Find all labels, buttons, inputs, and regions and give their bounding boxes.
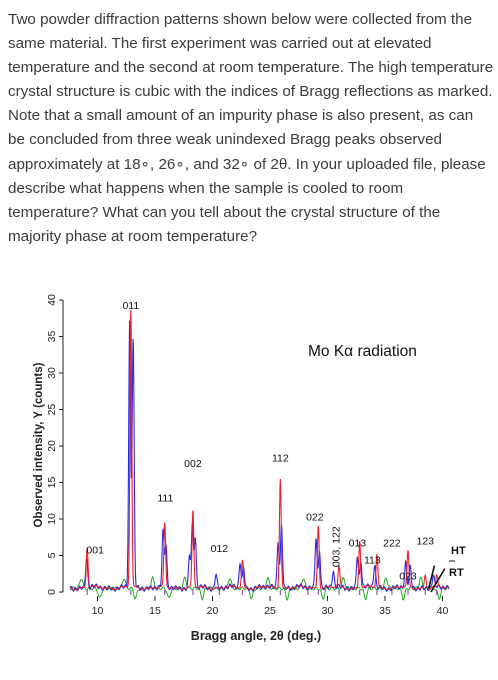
reflection-label: 011 — [122, 300, 139, 312]
y-tick-label: 25 — [46, 404, 58, 416]
x-tick-label: 25 — [264, 605, 276, 617]
reflection-label: 003, 122 — [331, 526, 343, 567]
reflection-label: 112 — [272, 452, 289, 464]
x-tick-label: 15 — [149, 605, 161, 617]
question-paragraph-1: Two powder diffraction patterns shown be… — [8, 11, 494, 149]
legend-arrow — [430, 568, 446, 593]
reflection-label: 013 — [349, 538, 367, 550]
y-tick-label: 35 — [46, 331, 58, 343]
rt-pattern-line — [69, 320, 450, 592]
y-axis-label: Observed intensity, Y (counts) — [33, 362, 45, 527]
y-tick-label: 20 — [46, 440, 58, 452]
question-paragraph-2: approximately at 18∘, 26∘, and 32∘ of 2θ… — [8, 155, 486, 245]
y-tick-label: 40 — [46, 294, 58, 306]
reflection-label: 001 — [86, 544, 104, 556]
reflection-label: 023 — [399, 571, 417, 583]
y-tick-label: 10 — [46, 513, 58, 525]
y-tick-label: 5 — [46, 552, 58, 558]
x-tick-label: 20 — [207, 605, 219, 617]
x-tick-label: 30 — [322, 605, 334, 617]
reflection-label: 222 — [383, 538, 401, 550]
radiation-annotation: Mo Kα radiation — [308, 343, 417, 360]
diffraction-chart: 0 5 10 15 20 25 30 35 40 10 15 20 25 30 35 40 001 011 11… — [33, 294, 466, 643]
difference-line — [69, 575, 450, 601]
legend-arrow — [427, 565, 436, 589]
ht-pattern-line — [69, 309, 450, 591]
reflection-label: 002 — [184, 458, 202, 470]
y-tick-label: 15 — [46, 477, 58, 489]
reflection-label: 123 — [416, 536, 434, 548]
question-text: Two powder diffraction patterns shown be… — [8, 8, 494, 249]
reflection-label: 111 — [157, 492, 173, 504]
reflection-label: 113 — [364, 555, 381, 567]
reflection-label: 022 — [306, 511, 324, 523]
legend-rt: RT — [449, 567, 464, 579]
x-tick-label: 35 — [379, 605, 391, 617]
x-tick-label: 40 — [437, 605, 449, 617]
y-tick-label: 30 — [46, 367, 58, 379]
legend-ht: HT — [451, 545, 466, 557]
x-tick-label: 10 — [92, 605, 104, 617]
x-axis-label: Bragg angle, 2θ (deg.) — [191, 629, 321, 643]
reflection-label: 012 — [211, 543, 229, 555]
diffraction-figure: 0 5 10 15 20 25 30 35 40 10 15 20 25 30 35 40 001 011 11… — [0, 280, 498, 675]
y-tick-label: 0 — [46, 589, 58, 595]
